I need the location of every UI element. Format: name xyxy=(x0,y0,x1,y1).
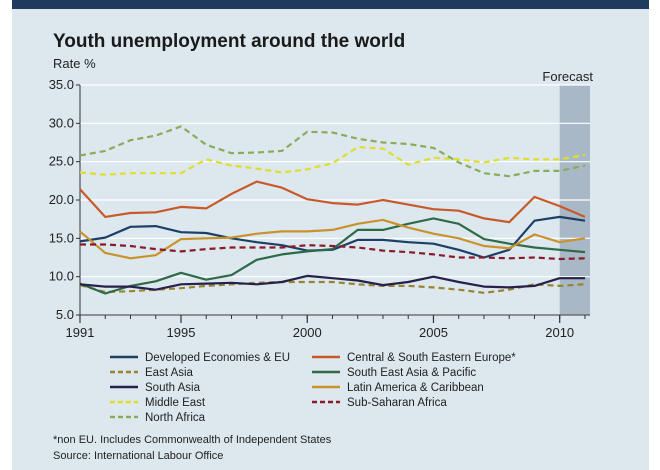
y-axis-label: Rate % xyxy=(53,56,96,71)
x-tick-label: 1991 xyxy=(66,325,95,340)
x-tick-label: 2000 xyxy=(293,325,322,340)
y-tick-label: 25.0 xyxy=(49,154,74,169)
y-tick-label: 20.0 xyxy=(49,192,74,207)
legend-label: South Asia xyxy=(145,382,201,394)
chart-title: Youth unemployment around the world xyxy=(53,31,405,52)
source-note: Source: International Labour Office xyxy=(53,450,223,462)
legend-label: North Africa xyxy=(145,412,206,424)
legend-label: Sub-Saharan Africa xyxy=(347,397,447,409)
legend-label: Latin America & Caribbean xyxy=(347,382,484,394)
series-line-4 xyxy=(79,217,586,295)
footnote: *non EU. Includes Commonwealth of Indepe… xyxy=(53,434,332,446)
y-tick-label: 35.0 xyxy=(49,77,74,92)
plot-area: 5.0 10.0 15.0 20.0 25.0 30.0 35.0 1991 1995 2000 2… xyxy=(49,69,594,340)
legend-label: Middle East xyxy=(145,397,206,409)
y-tick-label: 5.0 xyxy=(56,307,74,322)
y-tick-label: 10.0 xyxy=(49,269,74,284)
x-tick-label: 2010 xyxy=(545,325,574,340)
series-line-9 xyxy=(79,125,586,178)
legend-label: Developed Economies & EU xyxy=(145,352,290,364)
x-tick-label: 1995 xyxy=(167,325,196,340)
legend-label: Central & South Eastern Europe* xyxy=(347,352,516,364)
chart-panel: Youth unemployment around the world Rate… xyxy=(12,0,649,470)
y-tick-label: 30.0 xyxy=(49,115,74,130)
series-line-8 xyxy=(80,243,586,261)
series-line-3 xyxy=(79,280,586,294)
series-line-7 xyxy=(79,146,586,176)
chart: Youth unemployment around the world Rate… xyxy=(49,31,594,462)
series-line-5 xyxy=(79,274,585,291)
legend-label: East Asia xyxy=(145,367,194,379)
legend: Developed Economies & EU Central & South … xyxy=(110,352,516,424)
forecast-label: Forecast xyxy=(542,69,593,84)
legend-label: South East Asia & Pacific xyxy=(347,367,476,379)
y-tick-label: 15.0 xyxy=(49,230,74,245)
series-line-2 xyxy=(79,180,586,224)
x-tick-label: 2005 xyxy=(419,325,448,340)
